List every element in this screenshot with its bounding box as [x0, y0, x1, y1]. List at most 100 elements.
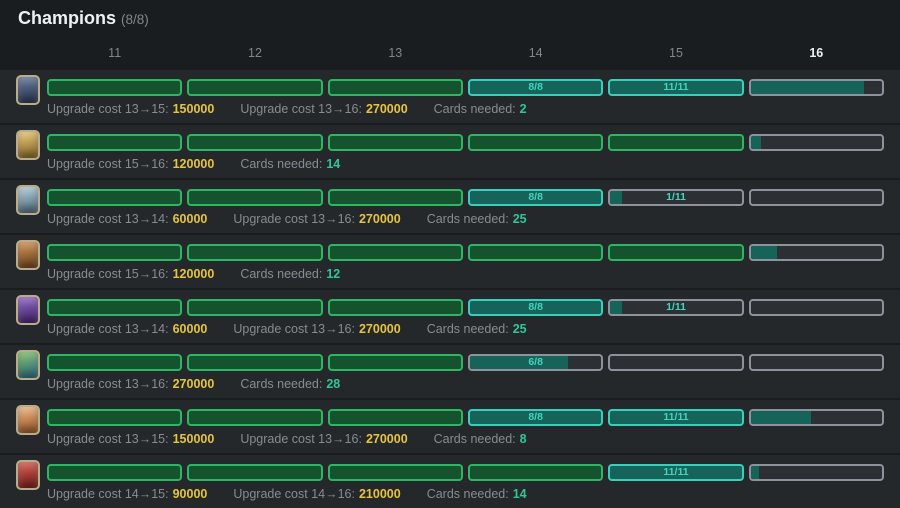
- level-bar: [328, 409, 463, 426]
- level-bars: 6/8: [47, 345, 884, 371]
- level-bar: [468, 134, 603, 151]
- bar-progress-label: 6/8: [470, 356, 601, 369]
- level-bar: [468, 464, 603, 481]
- level-bar: [608, 244, 743, 261]
- champion-card-icon[interactable]: [16, 185, 40, 215]
- level-bar: 8/8: [468, 189, 603, 206]
- stat-label: Upgrade cost 13→16:: [240, 102, 362, 116]
- row-stats: Upgrade cost 13→15:150000Upgrade cost 13…: [47, 102, 884, 116]
- bar-progress-label: 11/11: [610, 411, 741, 424]
- stat-label: Upgrade cost 13→15:: [47, 102, 169, 116]
- stat-value: 270000: [366, 102, 408, 116]
- bar-fill: [751, 136, 762, 149]
- level-bars: [47, 235, 884, 261]
- stat-label: Cards needed:: [434, 432, 516, 446]
- stat-label: Upgrade cost 13→16:: [240, 432, 362, 446]
- stat: Upgrade cost 13→16: 270000: [240, 102, 407, 116]
- stat-value: 12: [326, 267, 340, 281]
- level-bar: [328, 134, 463, 151]
- level-bar: 8/8: [468, 409, 603, 426]
- level-bar: 1/11: [608, 189, 743, 206]
- stat: Upgrade cost 13→16: 270000: [233, 322, 400, 336]
- stat-value: 270000: [359, 322, 401, 336]
- bar-fill: [751, 411, 811, 424]
- stat-value: 60000: [173, 212, 208, 226]
- champion-card-icon[interactable]: [16, 75, 40, 105]
- level-bar: [187, 189, 322, 206]
- level-bar: [187, 464, 322, 481]
- stat: Cards needed: 2: [434, 102, 527, 116]
- level-bar: [749, 464, 884, 481]
- level-bar: [749, 299, 884, 316]
- stat-label: Upgrade cost 13→16:: [233, 322, 355, 336]
- column-header-level-15: 15: [608, 42, 743, 64]
- stat-value: 150000: [173, 432, 215, 446]
- bar-progress-label: 8/8: [470, 411, 601, 424]
- stat: Upgrade cost 15→16:120000: [47, 267, 214, 281]
- stat-value: 90000: [173, 487, 208, 501]
- bar-progress-label: 1/11: [610, 191, 741, 204]
- row-stats: Upgrade cost 13→14:60000Upgrade cost 13→…: [47, 212, 884, 226]
- champion-card-icon[interactable]: [16, 240, 40, 270]
- level-column-headers: 111213141516: [47, 42, 884, 64]
- level-bar: [328, 354, 463, 371]
- champion-card-icon[interactable]: [16, 405, 40, 435]
- stat: Upgrade cost 14→16:210000: [233, 487, 400, 501]
- level-bar: 8/8: [468, 79, 603, 96]
- level-bar: [328, 299, 463, 316]
- stat-label: Cards needed:: [434, 102, 516, 116]
- champion-card-icon[interactable]: [16, 130, 40, 160]
- stat-label: Upgrade cost 13→15:: [47, 432, 169, 446]
- stat-value: 270000: [366, 432, 408, 446]
- stat-label: Upgrade cost 14→16:: [233, 487, 355, 501]
- champion-row: 8/811/11 Upgrade cost 13→15:150000Upgrad…: [0, 70, 900, 123]
- bar-fill: [751, 246, 777, 259]
- bar-progress-label: 11/11: [610, 81, 741, 94]
- row-stats: Upgrade cost 13→16:270000Cards needed:28: [47, 377, 884, 391]
- level-bar: [47, 244, 182, 261]
- column-header-level-11: 11: [47, 42, 182, 64]
- level-bar: [187, 134, 322, 151]
- row-stats: Upgrade cost 15→16:120000Cards needed:14: [47, 157, 884, 171]
- bar-progress-label: 8/8: [470, 301, 601, 314]
- champion-card-icon[interactable]: [16, 350, 40, 380]
- stat-label: Upgrade cost 15→16:: [47, 157, 169, 171]
- bar-progress-label: 1/11: [610, 301, 741, 314]
- level-bar: [328, 79, 463, 96]
- row-stats: Upgrade cost 14→15: 90000 Upgrade cost 14→…: [47, 487, 884, 501]
- bar-progress-label: 8/8: [470, 81, 601, 94]
- champion-card-icon[interactable]: [16, 460, 40, 490]
- level-bar: [187, 409, 322, 426]
- stat-value: 25: [513, 322, 527, 336]
- level-bar: [47, 79, 182, 96]
- champion-row: 8/81/11 Upgrade cost 13→14:60000Upgrade …: [0, 180, 900, 233]
- stat-value: 270000: [173, 377, 215, 391]
- column-header-level-13: 13: [328, 42, 463, 64]
- stat: Cards needed: 25: [427, 212, 527, 226]
- level-bar: 11/11: [608, 464, 743, 481]
- level-bar: [47, 134, 182, 151]
- level-bar: [328, 189, 463, 206]
- stat-label: Upgrade cost 13→14:: [47, 212, 169, 226]
- stat-label: Upgrade cost 14→15:: [47, 487, 169, 501]
- stat: Cards needed:14: [240, 157, 340, 171]
- stat-value: 14: [513, 487, 527, 501]
- stat-value: 25: [513, 212, 527, 226]
- level-bars: 8/8 11/11: [47, 70, 884, 96]
- stat-value: 28: [326, 377, 340, 391]
- stat: Upgrade cost 13→15: 150000: [47, 102, 214, 116]
- stat: Upgrade cost 13→16: 270000: [240, 432, 407, 446]
- champion-card-icon[interactable]: [16, 295, 40, 325]
- level-bar: [468, 244, 603, 261]
- stat-value: 150000: [173, 102, 215, 116]
- level-bar: [328, 244, 463, 261]
- champion-row: 6/8 Upgrade cost 13→16:270000Cards neede…: [0, 345, 900, 398]
- stat-value: 2: [520, 102, 527, 116]
- champion-row: Upgrade cost 15→16:120000Cards needed:12: [0, 235, 900, 288]
- column-header-level-16: 16: [749, 42, 884, 64]
- level-bar: [47, 189, 182, 206]
- stat-label: Cards needed:: [427, 212, 509, 226]
- level-bar: 11/11: [608, 79, 743, 96]
- page-title: Champions: [18, 8, 116, 28]
- champion-row: 11/11 Upgrade cost 14→15:90000Upgrade co…: [0, 455, 900, 508]
